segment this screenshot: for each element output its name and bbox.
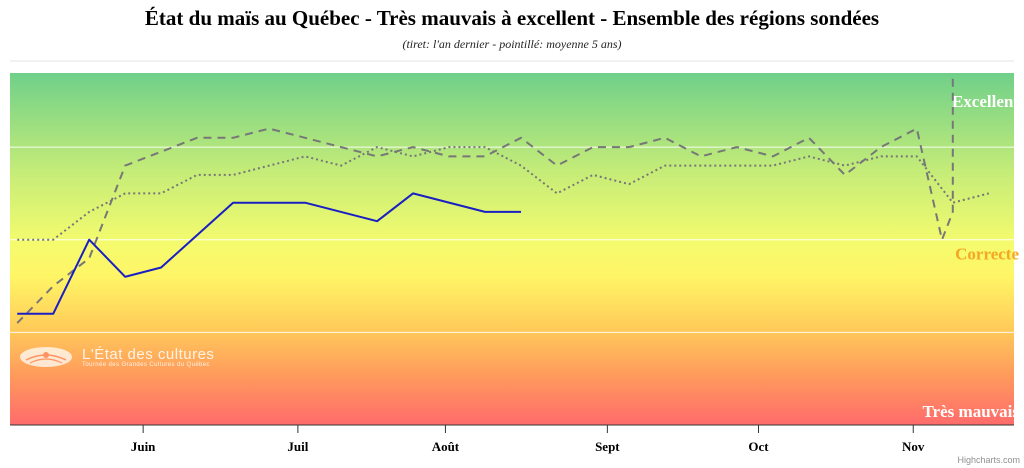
x-tick-label: Juin: [131, 439, 156, 454]
x-tick-label: Nov: [902, 439, 925, 454]
x-tick-label: Août: [432, 439, 460, 454]
chart-subtitle: (tiret: l'an dernier - pointillé: moyenn…: [402, 37, 622, 51]
watermark-title: L'État des cultures: [82, 345, 215, 363]
band-label: Excellent: [952, 92, 1019, 111]
sunrise-field-icon: [20, 347, 72, 367]
band-label: Correcte: [955, 245, 1019, 264]
series-line-dotted: [17, 146, 990, 241]
chart-title: État du maïs au Québec - Très mauvais à …: [144, 6, 880, 30]
series-line-solid: [17, 192, 521, 315]
x-tick-label: Sept: [595, 439, 620, 454]
band-label: Très mauvais: [923, 402, 1020, 421]
watermark-logo: L'État des cultures Tournée des Grandes …: [18, 346, 214, 368]
x-tick-label: Juil: [287, 439, 308, 454]
watermark-tagline: Tournée des Grandes Cultures du Québec: [82, 361, 210, 368]
plot-background: [10, 73, 1014, 425]
credits-link[interactable]: Highcharts.com: [957, 455, 1020, 465]
x-tick-label: Oct: [748, 439, 769, 454]
